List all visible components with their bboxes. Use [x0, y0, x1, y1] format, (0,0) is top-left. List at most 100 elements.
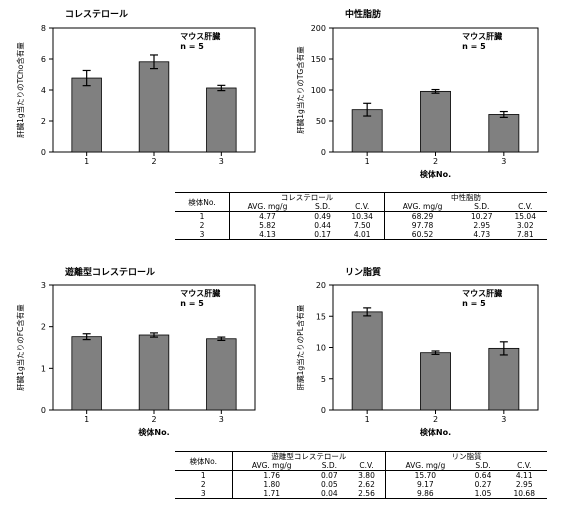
table-cell: 7.50 [353, 221, 371, 230]
bar [488, 347, 520, 411]
table-cell: 0.49 [314, 212, 331, 221]
table-cell: 4.73 [460, 230, 504, 240]
chart-title: 遊離型コレステロール [65, 266, 155, 278]
y-tick-label: 0 [321, 406, 326, 415]
table-cell: 2.56 [347, 489, 386, 499]
chart-note: n = 5 [180, 42, 204, 51]
x-tick-label: 1 [365, 157, 370, 166]
table-cell: 1 [200, 471, 206, 480]
table-group-header: リン脂質 [385, 451, 547, 461]
table-cell: 4.11 [515, 471, 533, 480]
table-cell: 3.02 [516, 221, 534, 230]
y-tick-label: 0 [41, 406, 46, 415]
chart-note: マウス肝臓 [180, 288, 220, 298]
chart-note: マウス肝臓 [180, 31, 220, 41]
x-tick-label: 3 [219, 157, 224, 166]
x-tick-label: 2 [151, 415, 156, 424]
table-cell: 15.70 [385, 470, 465, 480]
bar [71, 336, 102, 411]
y-tick-label: 1 [41, 364, 46, 373]
x-tick-label: 3 [501, 157, 506, 166]
table-cell: 5.82 [228, 221, 305, 230]
table-cell: 9.17 [385, 480, 465, 489]
table-cell: 2.95 [473, 221, 491, 230]
table-cell: 7.81 [503, 230, 547, 240]
bar [488, 114, 520, 153]
table-cell: 0.44 [314, 221, 331, 230]
bar [420, 352, 451, 411]
y-tick-label: 2 [41, 323, 46, 332]
table-cell: 10.34 [351, 212, 373, 221]
table-subheader: AVG. mg/g [228, 202, 305, 212]
table-cell: 0.17 [304, 230, 341, 240]
table-subheader: C.V. [347, 461, 386, 471]
x-tick-label: 1 [84, 157, 89, 166]
table-subheader: AVG. mg/g [385, 461, 465, 471]
table-cell: 2 [199, 221, 205, 230]
table-subheader: S.D. [310, 461, 348, 471]
table-cell: 1.76 [231, 470, 311, 480]
table-cell: 2.95 [515, 480, 533, 489]
x-tick-label: 3 [501, 415, 506, 424]
table-group-header: 中性脂肪 [384, 192, 547, 202]
y-tick-label: 0 [321, 148, 326, 157]
table-cell: 4.01 [340, 230, 385, 240]
y-tick-label: 3 [41, 281, 46, 290]
bar [138, 61, 170, 153]
table-subheader: S.D. [460, 202, 504, 212]
table-cell: 68.29 [384, 211, 461, 221]
table-row: 2 5.82 0.44 7.50 97.78 2.95 3.02 [175, 221, 547, 230]
table-cell: 9.86 [385, 489, 465, 499]
y-tick-label: 50 [316, 117, 326, 126]
y-tick-label: 200 [311, 24, 326, 33]
table-group-header: 遊離型コレステロール [231, 451, 386, 461]
table-cell: 10.68 [501, 489, 547, 499]
chart-note: マウス肝臓 [462, 31, 502, 41]
table-subheader: S.D. [464, 461, 502, 471]
table-id-header: 検体No. [175, 192, 230, 212]
x-tick-label: 3 [219, 415, 224, 424]
table-row: 2 1.80 0.05 2.62 9.17 0.27 2.95 [175, 480, 547, 489]
table-cell: 1.71 [231, 489, 311, 499]
chart-title: 中性脂肪 [345, 8, 381, 20]
y-tick-label: 100 [311, 86, 326, 95]
x-tick-label: 2 [433, 415, 438, 424]
table-cell: 15.04 [514, 212, 536, 221]
table-group-header: コレステロール [228, 192, 385, 202]
table-cell: 60.52 [384, 230, 461, 240]
chart-note: n = 5 [462, 299, 486, 308]
y-tick-label: 10 [316, 344, 326, 353]
y-tick-label: 5 [321, 375, 326, 384]
table-cell: 0.07 [321, 471, 338, 480]
table-cell: 3.80 [358, 471, 375, 480]
chart-note: n = 5 [180, 299, 204, 308]
table-cell: 10.27 [471, 212, 493, 221]
lipid-table-1: 検体No. コレステロール 中性脂肪 AVG. mg/g S.D. C.V. A… [175, 192, 547, 240]
x-axis-label: 検体No. [420, 169, 451, 179]
y-axis-label: 肝臓1g当たりのPL含有量 [295, 304, 305, 390]
y-axis-label: 肝臓1g当たりのTCho含有量 [15, 42, 25, 138]
bar [138, 334, 170, 411]
table-cell: 0.05 [321, 480, 338, 489]
y-tick-label: 6 [41, 55, 46, 64]
x-tick-label: 2 [433, 157, 438, 166]
table-row: 3 4.13 0.17 4.01 60.52 4.73 7.81 [175, 230, 547, 240]
table-subheader: AVG. mg/g [231, 461, 311, 471]
chart-note: マウス肝臓 [462, 288, 502, 298]
x-axis-label: 検体No. [138, 427, 169, 437]
table-subheader: S.D. [304, 202, 341, 212]
x-axis-label: 検体No. [420, 427, 451, 437]
table-subheader: C.V. [501, 461, 547, 471]
table-cell: 97.78 [384, 221, 461, 230]
table-cell: 0.64 [474, 471, 492, 480]
table-cell: 4.77 [228, 211, 305, 221]
bar [71, 77, 102, 153]
bar [420, 90, 451, 153]
x-tick-label: 1 [84, 415, 89, 424]
table-row: 3 1.71 0.04 2.56 9.86 1.05 10.68 [175, 489, 547, 499]
table-cell: 3 [175, 230, 230, 240]
chart-note: n = 5 [462, 42, 486, 51]
